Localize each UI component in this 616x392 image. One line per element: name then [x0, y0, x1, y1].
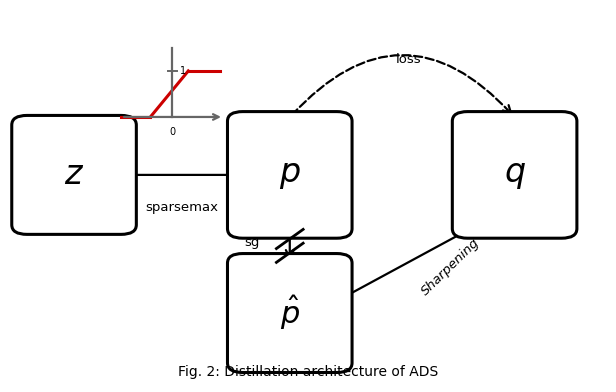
Text: loss: loss — [395, 53, 421, 66]
Text: $p$: $p$ — [279, 158, 301, 191]
Text: sg: sg — [245, 236, 260, 249]
FancyBboxPatch shape — [227, 254, 352, 372]
Text: Fig. 2: Distillation architecture of ADS: Fig. 2: Distillation architecture of ADS — [178, 365, 438, 379]
FancyBboxPatch shape — [12, 115, 136, 234]
FancyBboxPatch shape — [227, 112, 352, 238]
Text: 0: 0 — [169, 127, 176, 136]
Text: 1: 1 — [180, 66, 187, 76]
Text: $q$: $q$ — [504, 158, 525, 191]
Text: $z$: $z$ — [64, 158, 84, 191]
FancyBboxPatch shape — [452, 112, 577, 238]
Text: Sharpening: Sharpening — [418, 236, 482, 298]
Text: sparsemax: sparsemax — [145, 201, 219, 214]
Text: $\hat{p}$: $\hat{p}$ — [280, 294, 300, 332]
